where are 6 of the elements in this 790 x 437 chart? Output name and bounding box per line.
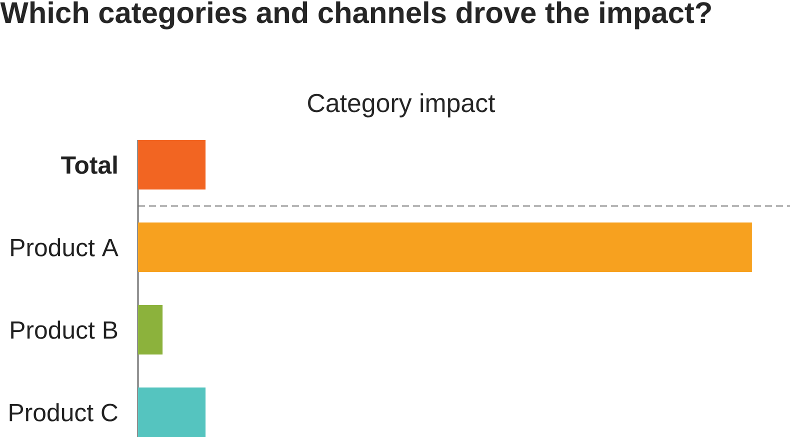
chart-subtitle: Category impact [308, 93, 496, 118]
y-tick-label: Product B [11, 320, 118, 339]
y-tick-label: Product A [11, 238, 118, 256]
y-tick-label: Total [61, 156, 117, 174]
y-tick-label: Product C [10, 403, 118, 422]
chart-title: Which categories and channels drove the impact? [0, 1, 711, 30]
